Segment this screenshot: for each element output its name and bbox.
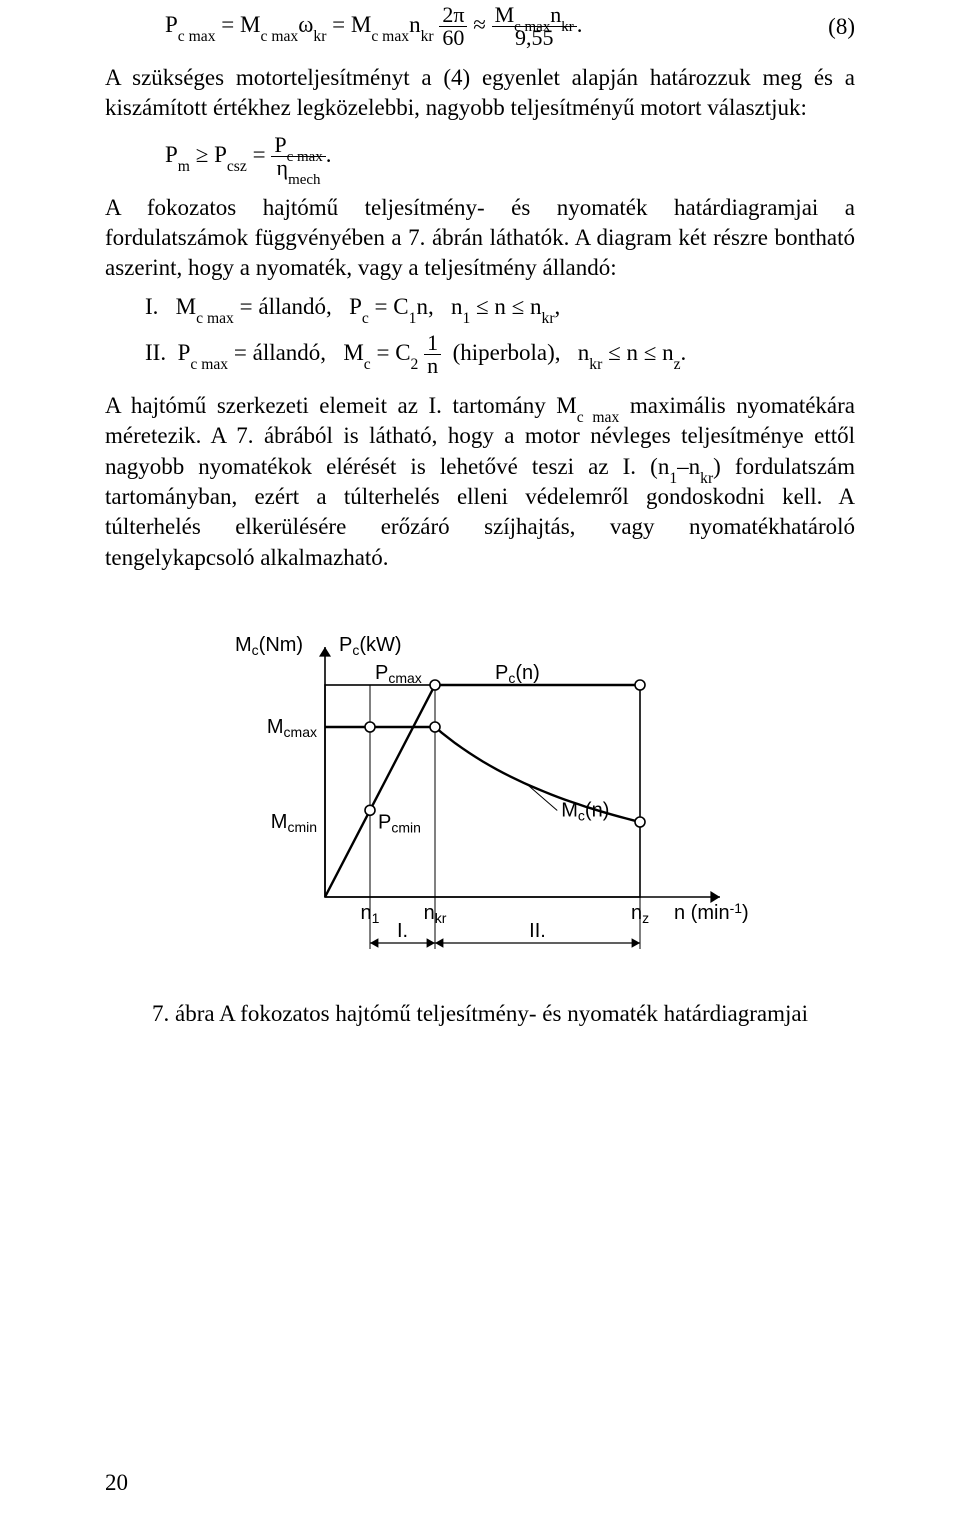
eq-8-body: Pc max = Mc maxωkr = Mc maxnkr 2π60 ≈ Mc… [105,4,583,49]
svg-text:Pcmax: Pcmax [375,662,422,686]
svg-text:Pc(kW): Pc(kW) [339,634,402,658]
figure-caption: 7. ábra A fokozatos hajtómű teljesítmény… [105,1001,855,1027]
svg-text:n (min-1): n (min-1) [674,900,749,924]
svg-text:nz: nz [631,902,649,926]
page-number: 20 [105,1470,128,1496]
eq-8-number: (8) [828,14,855,40]
diagram-wrapper: I.II.n1nkrnzn (min-1)Mc(Nm)Pc(kW)McmaxMc… [105,607,855,973]
svg-text:Mc(Nm): Mc(Nm) [235,634,303,658]
item-II: II. Pc max = állandó, Mc = C2 1n (hiperb… [105,332,855,377]
svg-text:Mcmax: Mcmax [267,716,317,740]
svg-text:Mc(n): Mc(n) [561,799,609,823]
svg-text:n1: n1 [361,902,380,926]
svg-text:Pc(n): Pc(n) [495,662,540,686]
paragraph-3: A hajtómű szerkezeti elemeit az I. tarto… [105,391,855,573]
paragraph-1: A szükséges motorteljesítményt a (4) egy… [105,63,855,124]
item-I: I. Mc max = állandó, Pc = C1n, n1 ≤ n ≤ … [105,294,855,320]
svg-text:Pcmin: Pcmin [378,811,421,835]
torque-power-diagram: I.II.n1nkrnzn (min-1)Mc(Nm)Pc(kW)McmaxMc… [200,607,760,967]
eq-8: Pc max = Mc maxωkr = Mc maxnkr 2π60 ≈ Mc… [105,4,855,49]
svg-text:Mcmin: Mcmin [271,811,317,835]
eq-pm: Pm ≥ Pcsz = Pc max ηmech . [105,134,855,179]
svg-text:II.: II. [529,920,546,942]
paragraph-2: A fokozatos hajtómű teljesítmény- és nyo… [105,193,855,284]
svg-text:I.: I. [397,920,408,942]
